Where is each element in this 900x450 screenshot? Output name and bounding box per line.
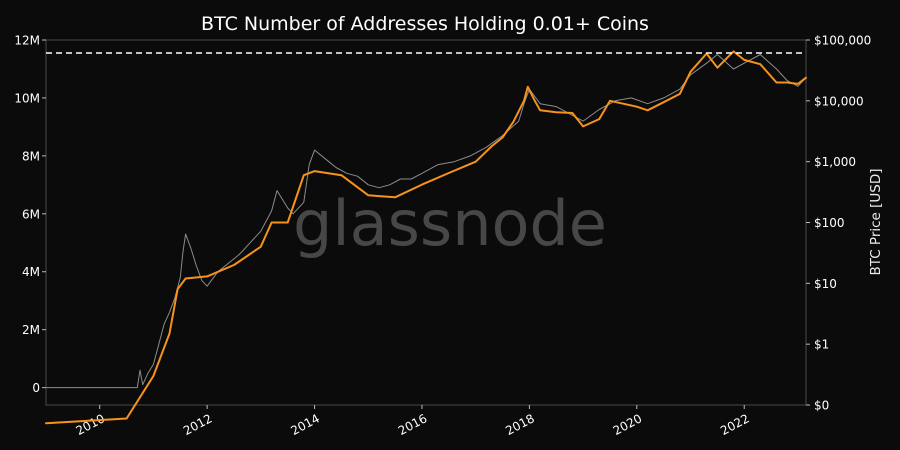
chart-title: BTC Number of Addresses Holding 0.01+ Co… bbox=[201, 13, 649, 35]
right-tick-label: $10 bbox=[814, 277, 837, 291]
left-tick-label: 2M bbox=[22, 323, 40, 337]
right-tick-label: $100 bbox=[814, 216, 845, 230]
addresses-line bbox=[45, 54, 807, 389]
left-tick-label: 10M bbox=[14, 91, 40, 105]
right-tick-label: $100,000 bbox=[814, 34, 871, 48]
right-axis-label: BTC Price [USD] bbox=[868, 168, 884, 275]
right-tick-label: $1 bbox=[814, 338, 829, 352]
left-tick-label: 4M bbox=[22, 265, 40, 279]
left-tick-label: 12M bbox=[14, 34, 40, 48]
right-tick-label: $10,000 bbox=[814, 94, 864, 108]
right-tick-label: $0 bbox=[814, 399, 829, 413]
watermark-logo: glassnode bbox=[293, 187, 607, 260]
left-tick-label: 8M bbox=[22, 149, 40, 163]
left-tick-label: 0 bbox=[32, 381, 40, 395]
right-tick-label: $1,000 bbox=[814, 155, 856, 169]
left-tick-label: 6M bbox=[22, 207, 40, 221]
btc-price-line bbox=[45, 50, 807, 425]
